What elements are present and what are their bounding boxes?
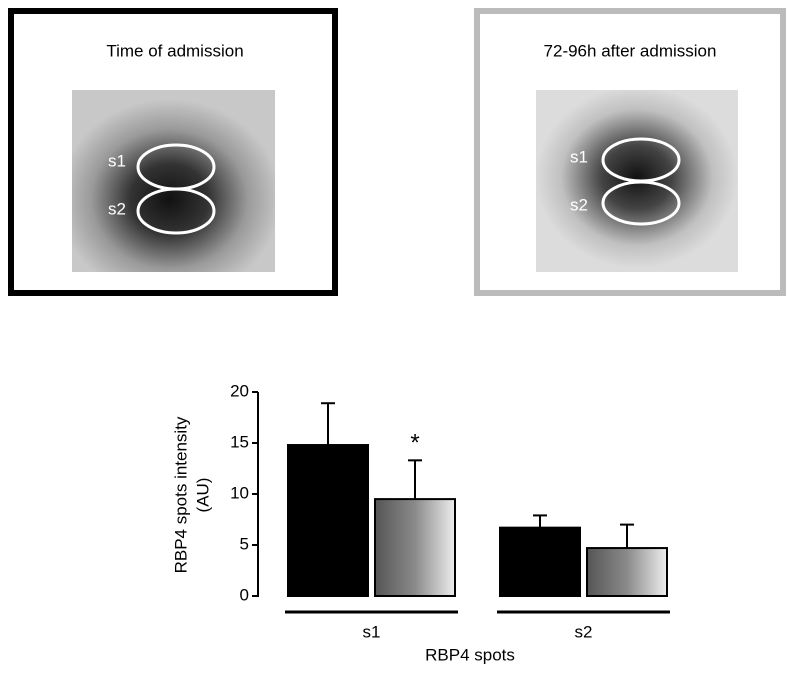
x-tick-label: s2 [575,622,593,641]
spot-label: s2 [570,195,588,214]
significance-marker: * [410,430,419,457]
y-tick-label: 10 [230,483,249,502]
bar [500,528,580,596]
spot-label: s1 [570,147,588,166]
y-tick-label: 15 [230,432,249,451]
y-tick-label: 20 [230,381,249,400]
y-tick-label: 0 [240,585,249,604]
y-tick-label: 5 [240,534,249,553]
panel-right: 72-96h after admission s1 s2 [477,11,783,293]
x-tick-label: s1 [363,622,381,641]
panel-title: Time of admission [106,41,243,60]
y-axis-label: (AU) [193,478,212,513]
bar [288,445,368,596]
panel-left: Time of admission s1 s2 [11,11,335,293]
gel-image [72,90,275,272]
bar [587,548,667,596]
bar-chart: RBP4 spots intensity (AU) RBP4 spots 0 5 1… [171,381,670,664]
spot-label: s1 [108,151,126,170]
figure: Time of admission s1 s2 72-96h after adm… [0,0,791,671]
y-axis-label: RBP4 spots intensity [171,416,190,573]
x-axis-label: RBP4 spots [425,645,515,664]
spot-label: s2 [108,199,126,218]
panel-title: 72-96h after admission [544,41,717,60]
bar [375,499,455,596]
